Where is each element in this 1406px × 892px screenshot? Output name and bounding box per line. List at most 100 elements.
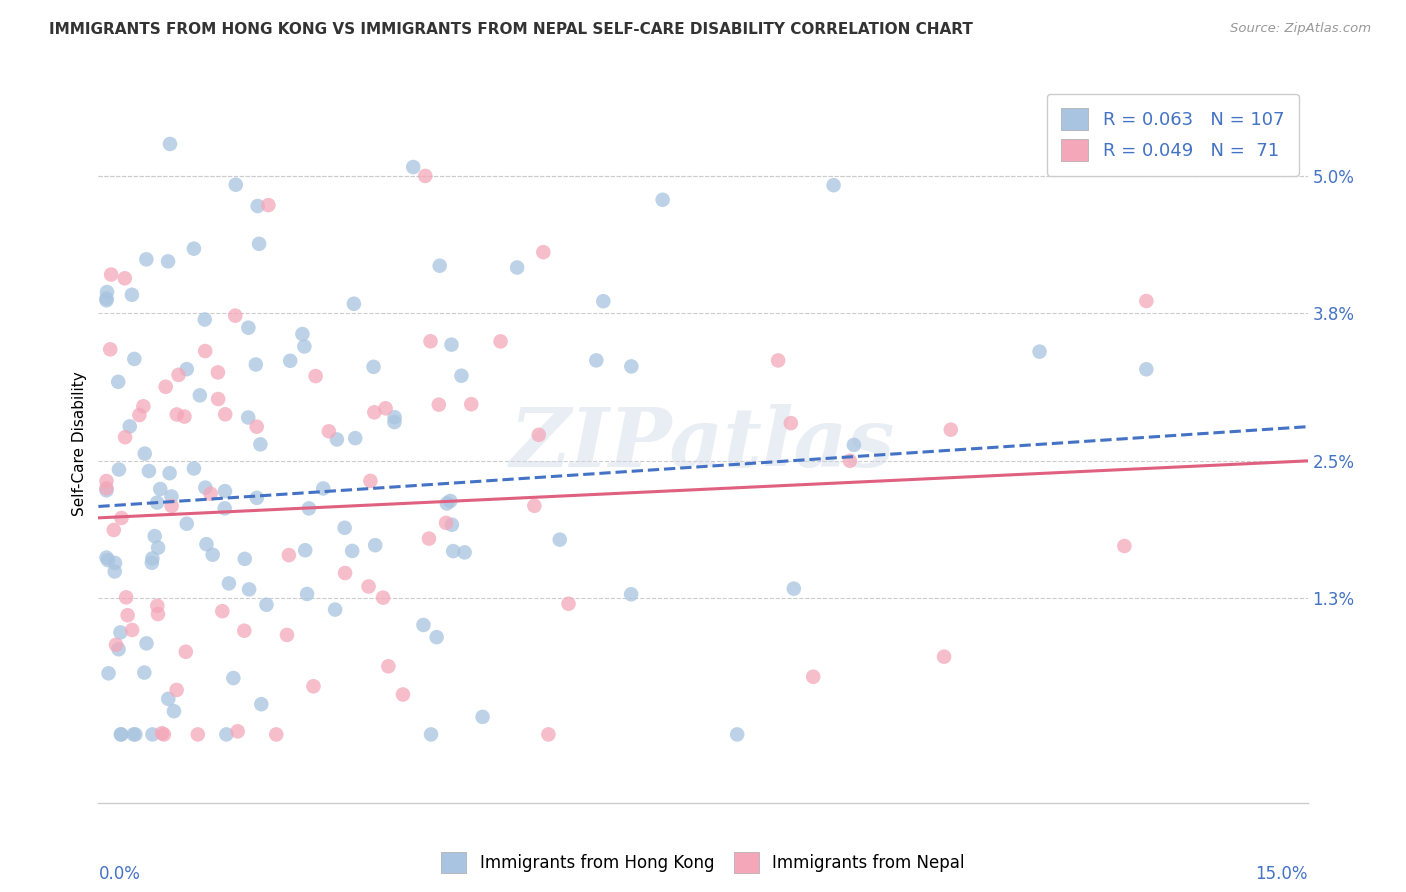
Point <box>359 474 381 488</box>
Point <box>153 727 176 741</box>
Point <box>159 136 181 151</box>
Point <box>264 727 287 741</box>
Point <box>246 419 269 434</box>
Point <box>779 416 801 430</box>
Point <box>174 645 197 659</box>
Point <box>100 268 122 282</box>
Point <box>187 727 209 741</box>
Point <box>489 334 512 349</box>
Point <box>110 727 132 741</box>
Point <box>460 397 482 411</box>
Point <box>104 556 127 570</box>
Point <box>246 491 269 505</box>
Point <box>160 490 183 504</box>
Point <box>103 523 125 537</box>
Point <box>238 410 260 425</box>
Point <box>207 365 229 379</box>
Point <box>157 254 180 268</box>
Point <box>238 320 260 334</box>
Point <box>333 566 356 580</box>
Point <box>146 599 169 613</box>
Point <box>323 602 346 616</box>
Point <box>434 516 457 530</box>
Point <box>402 160 425 174</box>
Point <box>146 541 169 555</box>
Point <box>453 545 475 559</box>
Point <box>114 430 136 444</box>
Point <box>117 608 139 623</box>
Point <box>250 697 273 711</box>
Point <box>149 482 172 496</box>
Point <box>96 285 118 299</box>
Text: 15.0%: 15.0% <box>1256 865 1308 883</box>
Point <box>450 368 472 383</box>
Point <box>214 501 236 516</box>
Point <box>238 582 260 597</box>
Point <box>201 548 224 562</box>
Point <box>160 499 183 513</box>
Point <box>135 636 157 650</box>
Point <box>278 353 301 368</box>
Point <box>291 326 314 341</box>
Point <box>523 499 546 513</box>
Point <box>214 484 236 499</box>
Point <box>439 494 461 508</box>
Point <box>104 638 127 652</box>
Point <box>419 334 441 349</box>
Text: Source: ZipAtlas.com: Source: ZipAtlas.com <box>1230 22 1371 36</box>
Point <box>471 710 494 724</box>
Point <box>110 727 132 741</box>
Point <box>801 670 824 684</box>
Point <box>215 727 238 741</box>
Point <box>429 259 451 273</box>
Point <box>651 193 673 207</box>
Point <box>620 587 643 601</box>
Point <box>166 408 188 422</box>
Point <box>298 501 321 516</box>
Point <box>343 297 366 311</box>
Point <box>1135 293 1157 308</box>
Point <box>1135 362 1157 376</box>
Point <box>620 359 643 374</box>
Point <box>440 517 463 532</box>
Point <box>141 556 163 570</box>
Point <box>233 552 256 566</box>
Point <box>436 496 458 510</box>
Point <box>118 419 141 434</box>
Point <box>426 630 449 644</box>
Point <box>96 483 118 498</box>
Point <box>96 474 118 488</box>
Point <box>107 375 129 389</box>
Point <box>527 427 550 442</box>
Point <box>211 604 233 618</box>
Point <box>276 628 298 642</box>
Point <box>783 582 806 596</box>
Point <box>194 312 217 326</box>
Text: 0.0%: 0.0% <box>98 865 141 883</box>
Point <box>167 368 190 382</box>
Point <box>392 688 415 702</box>
Point <box>183 461 205 475</box>
Point <box>155 380 177 394</box>
Point <box>214 407 236 421</box>
Point <box>246 199 269 213</box>
Point <box>114 271 136 285</box>
Point <box>412 618 434 632</box>
Point <box>110 511 132 525</box>
Point <box>166 682 188 697</box>
Point <box>218 576 240 591</box>
Point <box>377 659 399 673</box>
Point <box>183 242 205 256</box>
Point <box>150 726 173 740</box>
Point <box>441 544 464 558</box>
Legend: Immigrants from Hong Kong, Immigrants from Nepal: Immigrants from Hong Kong, Immigrants fr… <box>434 846 972 880</box>
Point <box>107 642 129 657</box>
Point <box>124 351 146 366</box>
Point <box>725 727 748 741</box>
Point <box>188 388 211 402</box>
Point <box>176 516 198 531</box>
Point <box>115 591 138 605</box>
Text: ZIPatlas: ZIPatlas <box>510 404 896 483</box>
Point <box>256 598 278 612</box>
Point <box>312 482 335 496</box>
